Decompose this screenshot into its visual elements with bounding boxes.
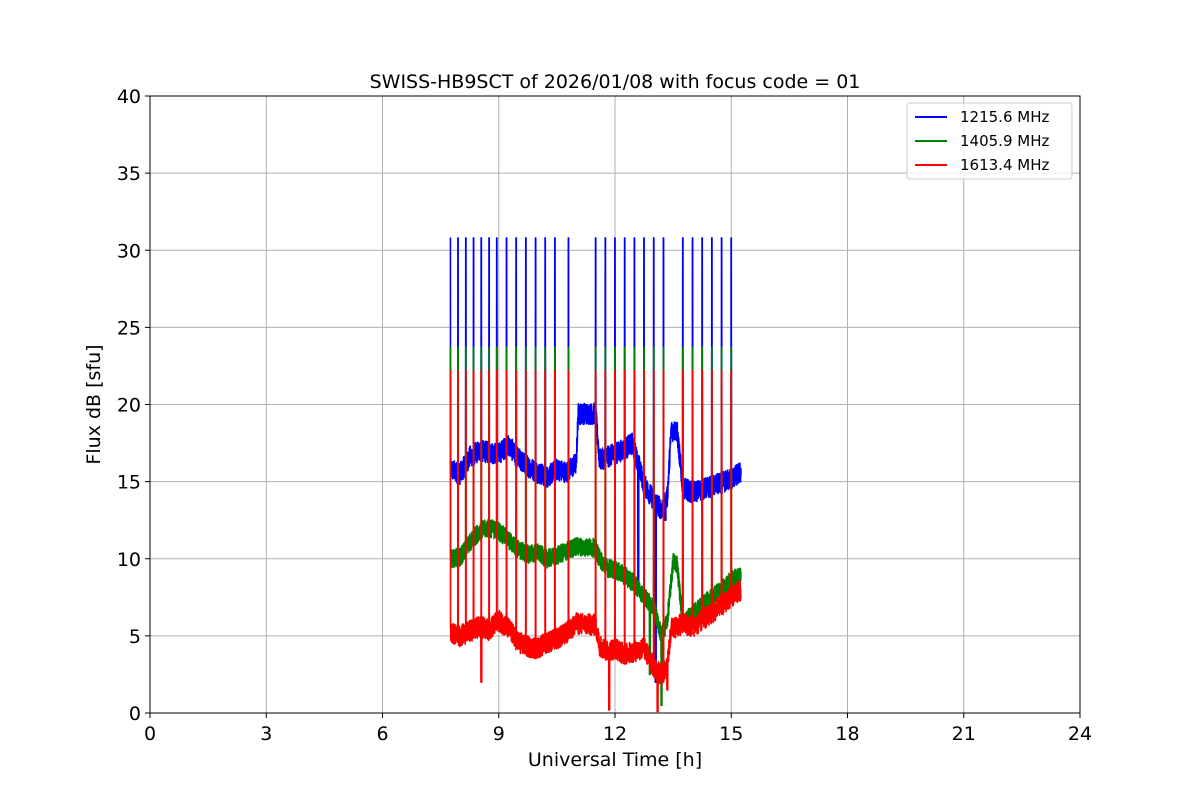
legend-label: 1215.6 MHz (960, 108, 1049, 126)
series-line-2 (449, 346, 742, 707)
x-tick-label: 0 (144, 723, 156, 745)
y-tick-label: 15 (117, 472, 141, 494)
x-tick-label: 21 (952, 723, 976, 745)
legend-label: 1613.4 MHz (960, 156, 1049, 174)
y-tick-label: 25 (117, 317, 141, 339)
legend-label: 1405.9 MHz (960, 132, 1049, 150)
series-line-1 (449, 237, 742, 683)
ticks: 0 3 6 9 12 15 18 21 24 0 5 10 15 20 25 30 35 40 (117, 86, 1092, 745)
series-line-3 (449, 369, 742, 713)
series-group (449, 237, 742, 713)
x-tick-label: 9 (493, 723, 505, 745)
y-tick-label: 35 (117, 163, 141, 185)
x-axis-label: Universal Time [h] (528, 749, 702, 771)
y-tick-label: 0 (129, 703, 141, 725)
x-tick-label: 15 (719, 723, 743, 745)
y-tick-label: 20 (117, 395, 141, 417)
chart-title: SWISS-HB9SCT of 2026/01/08 with focus co… (370, 71, 861, 93)
x-tick-label: 3 (260, 723, 272, 745)
y-tick-label: 10 (117, 549, 141, 571)
x-tick-label: 12 (603, 723, 627, 745)
legend-box (906, 102, 1073, 180)
x-tick-label: 6 (376, 723, 388, 745)
y-axis-label: Flux dB [sfu] (83, 344, 105, 464)
y-tick-label: 40 (117, 86, 141, 108)
x-tick-label: 24 (1068, 723, 1092, 745)
legend: 1215.6 MHz 1405.9 MHz 1613.4 MHz (906, 102, 1073, 180)
y-tick-label: 30 (117, 240, 141, 262)
x-tick-label: 18 (835, 723, 859, 745)
y-tick-label: 5 (129, 626, 141, 648)
